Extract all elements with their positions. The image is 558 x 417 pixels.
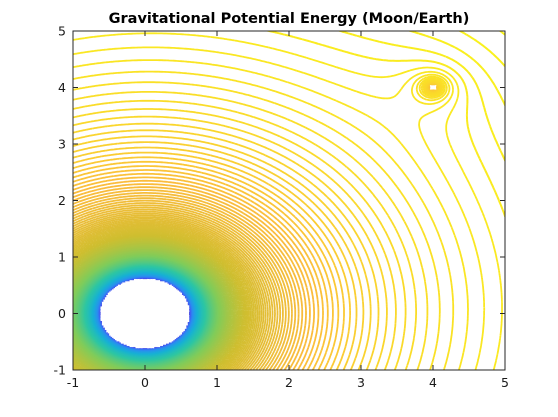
x-tick-label: 5	[501, 375, 509, 390]
contour-level	[73, 214, 271, 370]
contour-level	[73, 83, 439, 370]
contour-level	[336, 31, 505, 163]
contour-level	[73, 81, 440, 370]
contour-level	[73, 80, 443, 370]
y-tick-label: 1	[58, 250, 66, 265]
contour-level	[73, 186, 307, 370]
contour-level	[73, 202, 287, 370]
contour-level	[73, 212, 274, 370]
contour-level	[73, 233, 247, 370]
chart-title: Gravitational Potential Energy (Moon/Ear…	[109, 11, 470, 27]
contour-level	[73, 231, 250, 370]
contour-level	[73, 241, 238, 370]
contour-level	[73, 85, 435, 370]
contour-level	[73, 82, 439, 370]
contour-level	[73, 83, 438, 370]
contour-level	[73, 227, 255, 370]
contour-level	[73, 83, 439, 370]
contour-level	[73, 32, 503, 370]
contour-level	[73, 81, 441, 370]
y-tick-label: 3	[58, 137, 66, 152]
contour-level	[73, 206, 282, 370]
contour-level	[73, 239, 240, 370]
contour-level	[73, 240, 239, 370]
contour-level	[73, 86, 434, 370]
contour-level	[73, 183, 311, 370]
contour-level	[73, 77, 446, 370]
contour-level	[73, 194, 297, 370]
y-tick-label: 4	[58, 80, 66, 95]
contour-level	[73, 59, 469, 370]
x-tick-label: 3	[357, 375, 365, 390]
contour-level	[73, 217, 267, 370]
x-tick-label: 1	[213, 375, 221, 390]
y-tick-label: 5	[58, 24, 66, 39]
contour-level	[73, 78, 445, 370]
contour-level	[73, 81, 441, 370]
contour-level	[73, 82, 439, 370]
contour-level	[498, 31, 505, 37]
contour-level	[73, 189, 304, 370]
x-tick-label: 0	[141, 375, 149, 390]
contour-level	[73, 210, 276, 370]
contour-level	[73, 228, 254, 370]
axes: -1 0 1 2 3 4 5 -1 0 1 2 3 4 5	[54, 24, 509, 391]
contour-level	[73, 204, 284, 370]
contour-level	[73, 197, 293, 370]
contour-level	[73, 79, 444, 370]
contour-level	[73, 242, 235, 370]
contour-level	[73, 225, 257, 370]
x-tick-label: -1	[67, 375, 79, 390]
y-tick-label: -1	[54, 363, 66, 378]
contour-level	[73, 82, 440, 370]
contour-level	[73, 221, 263, 370]
contour-level	[73, 232, 249, 370]
contour-level	[73, 192, 300, 370]
contour-level	[73, 179, 315, 370]
y-tick-label: 2	[58, 193, 66, 208]
x-tick-label: 4	[429, 375, 437, 390]
contour-level	[73, 70, 455, 370]
contour-lines	[73, 31, 505, 370]
contour-level	[73, 229, 252, 370]
contour-level	[73, 46, 486, 370]
contour-level	[73, 216, 269, 370]
contour-level	[73, 234, 246, 370]
contour-level	[73, 80, 442, 370]
contour-level	[73, 82, 440, 370]
x-tick-label: 2	[285, 375, 293, 390]
y-tick-label: 0	[58, 306, 66, 321]
contour-level	[73, 199, 290, 370]
contour-level	[73, 208, 279, 370]
contour-level	[73, 219, 265, 370]
contour-level	[264, 31, 505, 219]
